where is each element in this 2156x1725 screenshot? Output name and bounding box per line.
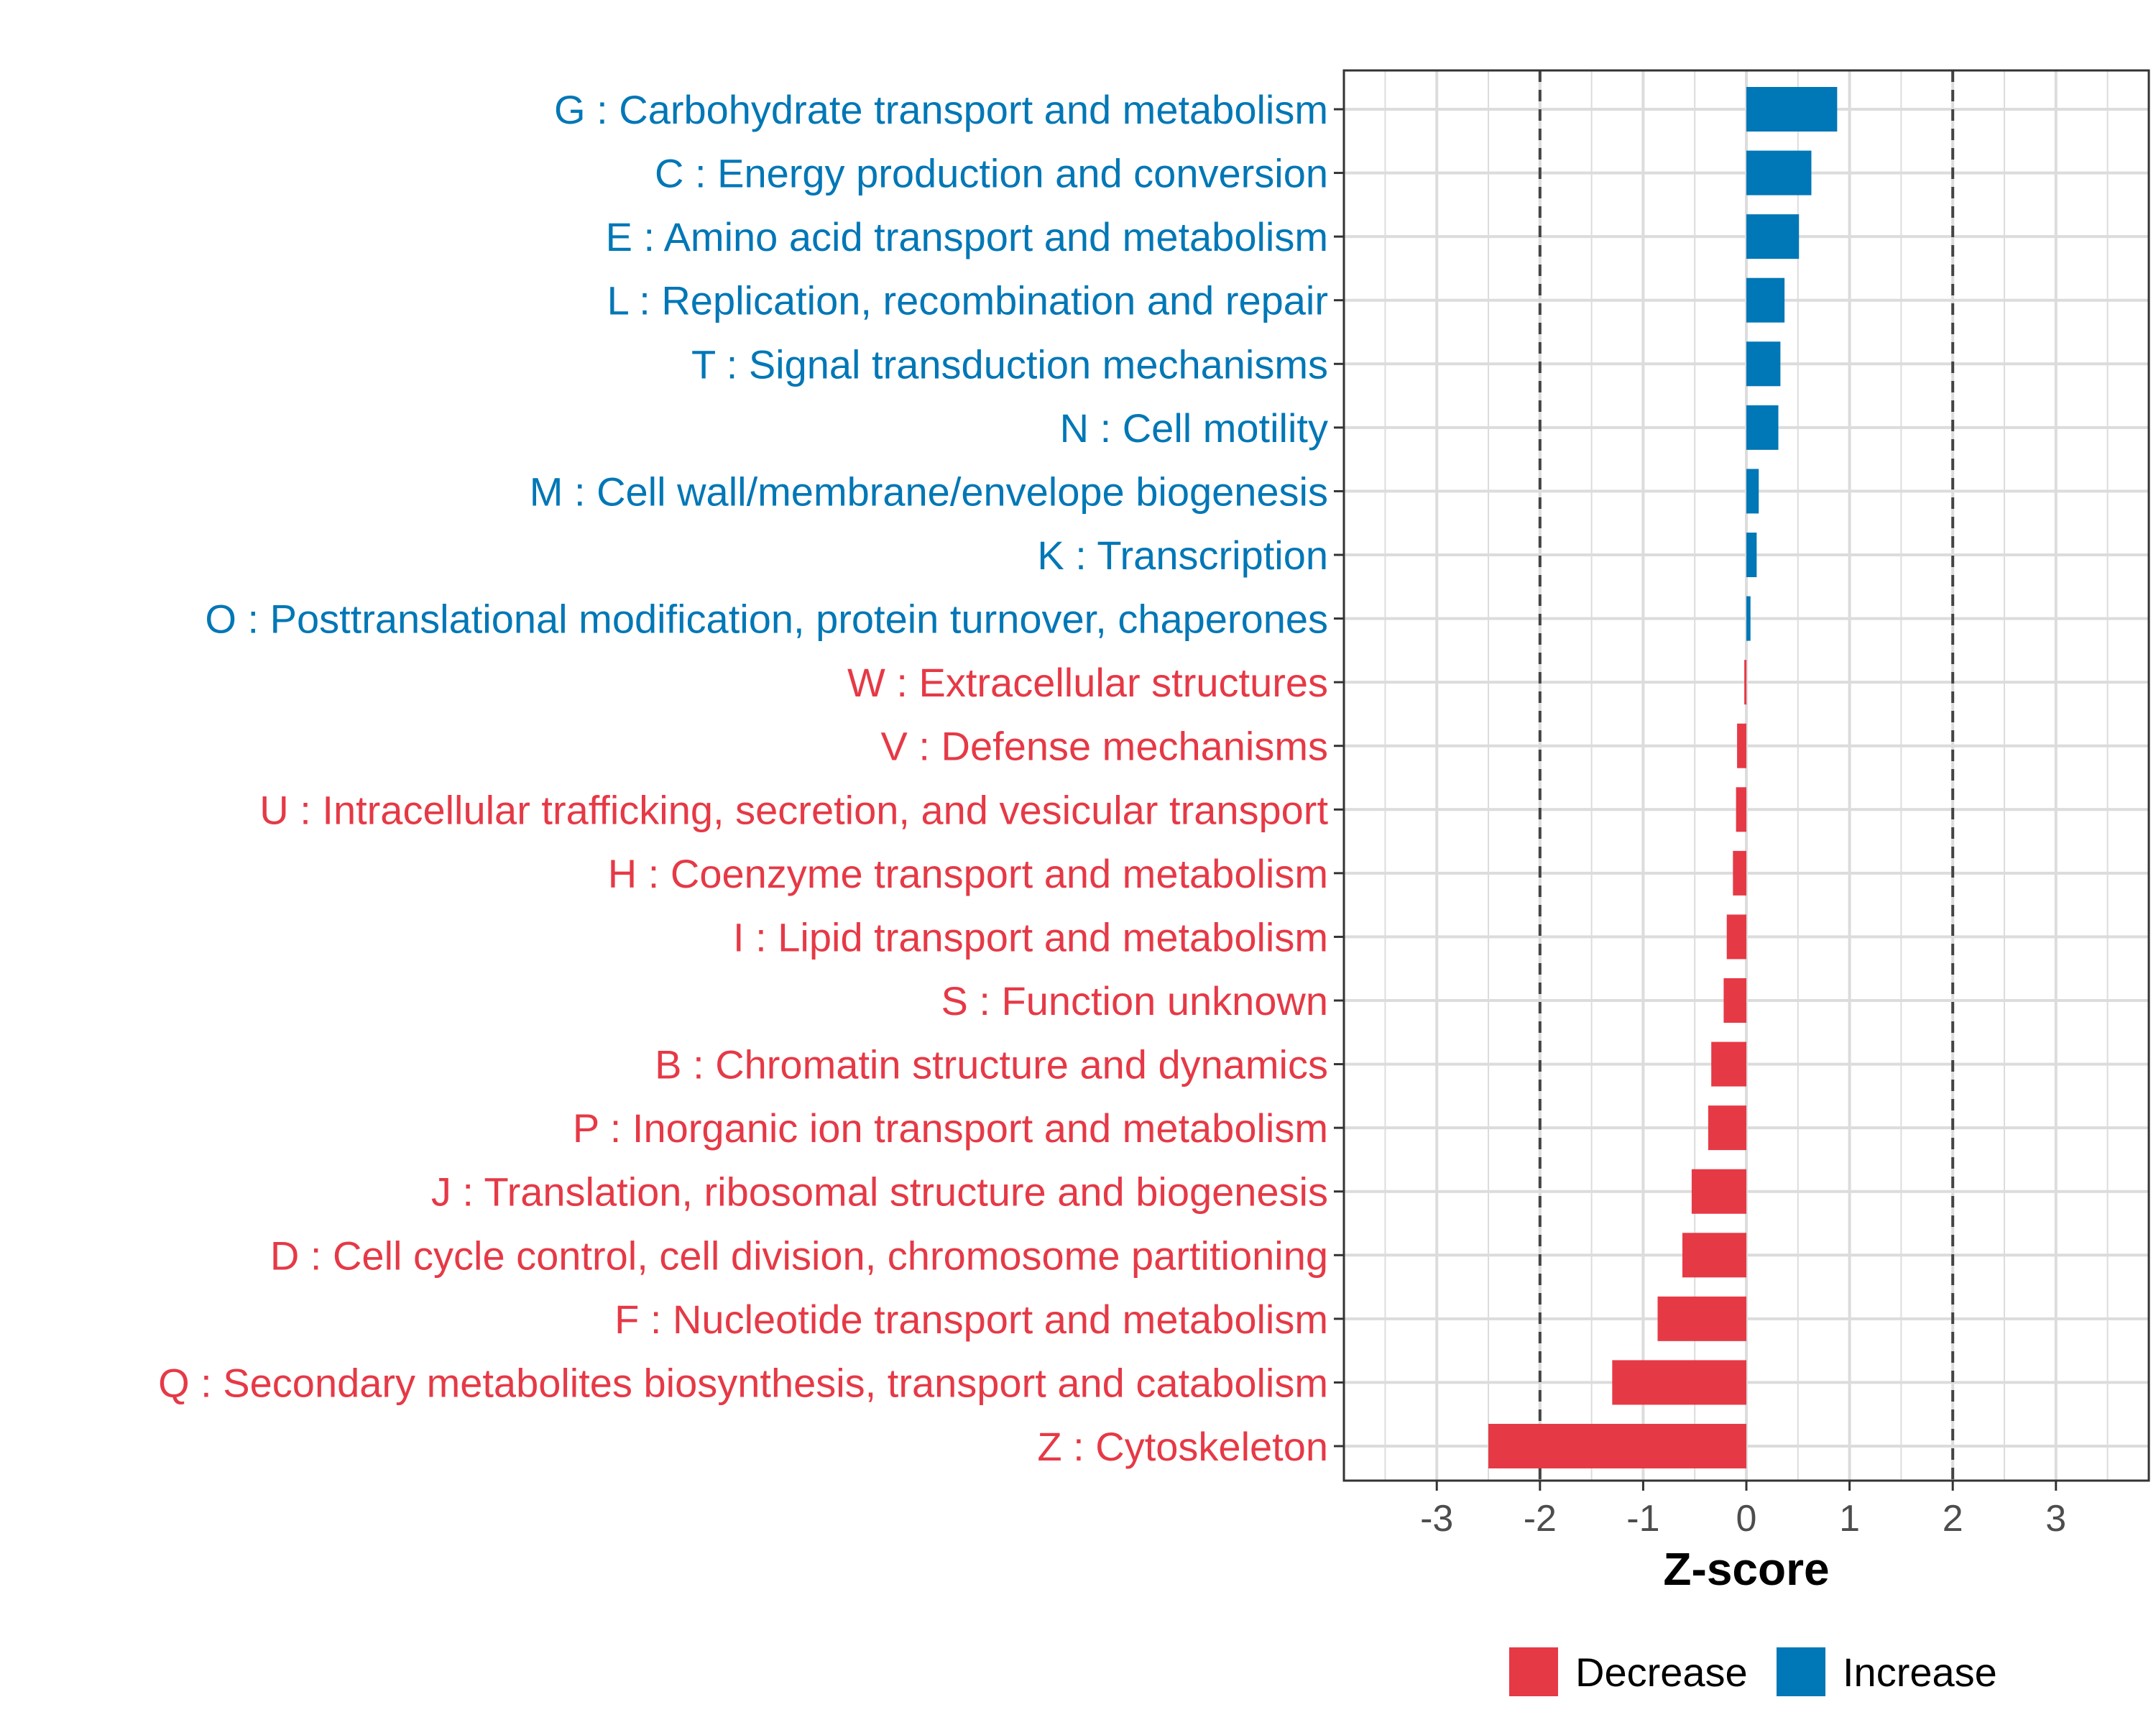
bar	[1737, 723, 1746, 768]
category-label: G : Carbohydrate transport and metabolis…	[554, 87, 1328, 132]
plot-area	[1342, 69, 2150, 1482]
category-label: Z : Cytoskeleton	[1037, 1424, 1328, 1469]
legend-label: Decrease	[1575, 1650, 1748, 1695]
x-axis: -3 -2 -1 0 1 2 3	[1420, 1481, 2066, 1540]
category-label: T : Signal transduction mechanisms	[691, 341, 1328, 387]
category-label: I : Lipid transport and metabolism	[733, 914, 1328, 960]
x-tick-label: 2	[1943, 1498, 1963, 1540]
bar	[1746, 405, 1779, 450]
bar	[1691, 1169, 1746, 1214]
bar	[1746, 596, 1751, 641]
category-label: P : Inorganic ion transport and metaboli…	[573, 1105, 1328, 1151]
bar	[1746, 214, 1800, 259]
category-label: K : Transcription	[1037, 533, 1328, 578]
bar	[1657, 1296, 1746, 1341]
category-label: Q : Secondary metabolites biosynthesis, …	[158, 1360, 1328, 1405]
bar	[1708, 1105, 1746, 1151]
category-label: L : Replication, recombination and repai…	[607, 278, 1328, 323]
category-label: J : Translation, ribosomal structure and…	[431, 1169, 1328, 1215]
legend-label: Increase	[1843, 1650, 1997, 1695]
category-label: O : Posttranslational modification, prot…	[205, 597, 1328, 642]
bar	[1711, 1041, 1746, 1087]
bar	[1746, 469, 1759, 514]
bar	[1733, 850, 1746, 896]
bar	[1612, 1360, 1746, 1405]
bar	[1723, 978, 1746, 1023]
category-label: D : Cell cycle control, cell division, c…	[270, 1233, 1328, 1278]
legend-swatch	[1509, 1647, 1558, 1696]
category-label: N : Cell motility	[1060, 405, 1328, 451]
x-tick-label: 1	[1839, 1498, 1860, 1540]
bar	[1682, 1233, 1746, 1278]
x-tick-label: 0	[1736, 1498, 1757, 1540]
legend: Decrease Increase	[1509, 1647, 1997, 1696]
category-label: S : Function unknown	[941, 978, 1328, 1024]
category-label: C : Energy production and conversion	[655, 151, 1328, 196]
legend-swatch	[1777, 1647, 1825, 1696]
category-label: U : Intracellular trafficking, secretion…	[259, 787, 1328, 832]
x-tick-label: -3	[1420, 1498, 1453, 1540]
x-tick-label: -1	[1626, 1498, 1659, 1540]
bar	[1744, 660, 1747, 705]
category-label: W : Extracellular structures	[847, 660, 1328, 705]
category-label: B : Chromatin structure and dynamics	[655, 1042, 1328, 1087]
category-labels: G : Carbohydrate transport and metabolis…	[158, 87, 1344, 1469]
bar	[1746, 277, 1785, 323]
bar	[1726, 914, 1746, 960]
category-label: H : Coenzyme transport and metabolism	[608, 851, 1328, 896]
category-label: V : Defense mechanisms	[881, 724, 1328, 769]
bar	[1746, 533, 1757, 577]
bar	[1746, 87, 1838, 132]
bar	[1736, 787, 1746, 832]
bar	[1746, 150, 1812, 196]
category-label: M : Cell wall/membrane/envelope biogenes…	[530, 469, 1328, 514]
x-tick-label: -2	[1524, 1498, 1557, 1540]
bar	[1488, 1424, 1746, 1468]
category-label: F : Nucleotide transport and metabolism	[614, 1297, 1328, 1342]
bar	[1746, 341, 1781, 387]
category-label: E : Amino acid transport and metabolism	[606, 214, 1328, 259]
x-tick-label: 3	[2045, 1498, 2066, 1540]
x-axis-title: Z-score	[1663, 1543, 1829, 1595]
